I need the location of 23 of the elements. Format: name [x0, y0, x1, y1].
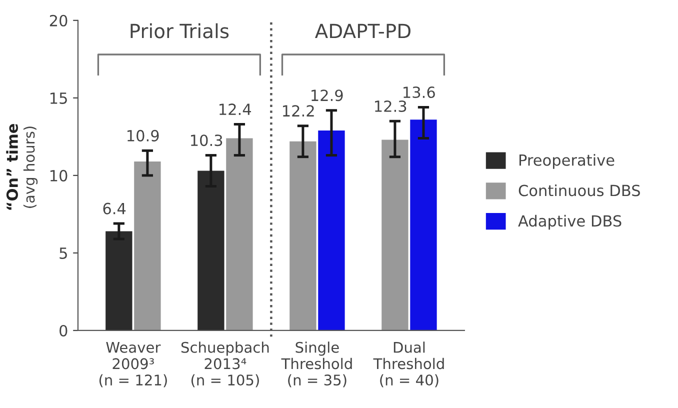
data-label: 13.6 [404, 86, 435, 98]
data-label: 6.4 [103, 202, 126, 214]
x-tick-label: Schuepbach 2013⁴ (n = 105) [181, 342, 269, 388]
data-label: 10.3 [191, 134, 222, 146]
y-tick-label: 15 [50, 92, 67, 104]
y-tick-label: 0 [60, 324, 68, 336]
y-tick-label: 10 [50, 170, 68, 182]
y-tick-label: 5 [60, 248, 67, 259]
x-tick-label: Single Threshold (n = 35) [281, 342, 352, 388]
data-label: 12.2 [283, 105, 314, 116]
annotation: Prior Trials [130, 23, 229, 38]
legend-label: Preoperative [519, 154, 614, 169]
data-label: 10.9 [128, 130, 159, 142]
y-axis-title: “On” time (avg hours) [6, 124, 38, 210]
data-label: 12.4 [220, 104, 252, 115]
legend-label: Adaptive DBS [518, 214, 622, 230]
data-label: 12.9 [312, 90, 343, 102]
data-label: 12.3 [375, 100, 406, 112]
y-tick-label: 20 [50, 14, 68, 26]
x-tick-label: Weaver 2009³ (n = 121) [99, 342, 167, 388]
annotation: ADAPT-PD [314, 24, 410, 38]
legend-label: Continuous DBS [518, 184, 640, 196]
x-tick-label: Dual Threshold (n = 40) [373, 342, 444, 388]
